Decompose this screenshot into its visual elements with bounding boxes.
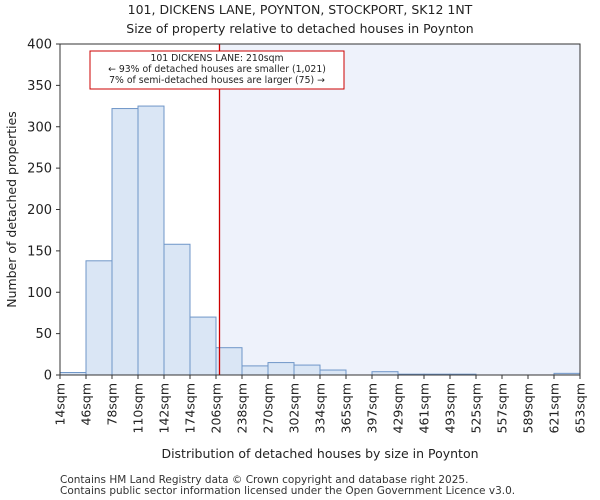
x-tick-label: 270sqm (261, 383, 276, 433)
y-tick-label: 150 (27, 244, 52, 259)
bar-174sqm (189, 316, 217, 376)
x-tick-label: 429sqm (391, 383, 406, 433)
plot-frame (59, 43, 581, 376)
x-tick-label: 525sqm (469, 383, 484, 433)
x-tick-label: 302sqm (287, 383, 302, 433)
annotation-line-3: 7% of semi-detached houses are larger (7… (109, 75, 325, 86)
bar-334sqm (319, 369, 347, 376)
x-tick-label: 206sqm (209, 383, 224, 433)
y-tick-label: 250 (27, 162, 52, 177)
bar-46sqm (85, 260, 113, 376)
chart-subtitle: Size of property relative to detached ho… (126, 21, 474, 36)
y-tick-label: 400 (27, 38, 52, 53)
x-tick-label: 334sqm (313, 383, 328, 433)
annotation-line-1: 101 DICKENS LANE: 210sqm (150, 53, 283, 64)
bar-206sqm (215, 347, 243, 376)
x-tick-label: 238sqm (235, 383, 250, 433)
x-tick-label: 365sqm (339, 383, 354, 433)
bar-142sqm (163, 243, 191, 376)
y-tick-label: 0 (44, 369, 52, 384)
x-axis-label: Distribution of detached houses by size … (161, 446, 478, 461)
x-tick-label: 557sqm (495, 383, 510, 433)
y-tick-label: 100 (27, 286, 52, 301)
chart-title: 101, DICKENS LANE, POYNTON, STOCKPORT, S… (127, 2, 473, 17)
x-tick-label: 621sqm (547, 383, 562, 433)
y-axis-label: Number of detached properties (4, 111, 19, 308)
x-tick-label: 397sqm (365, 383, 380, 433)
footer-line-1: Contains HM Land Registry data © Crown c… (60, 474, 469, 486)
x-tick-label: 110sqm (131, 383, 146, 433)
larger-properties-region (219, 44, 581, 375)
x-tick-label: 174sqm (183, 383, 198, 433)
bar-238sqm (241, 365, 269, 376)
x-tick-label: 78sqm (105, 383, 120, 426)
footer-line-2: Contains public sector information licen… (60, 485, 516, 497)
annotation-box: 101 DICKENS LANE: 210sqm ← 93% of detach… (89, 50, 345, 90)
bar-110sqm (137, 105, 165, 376)
x-tick-label: 653sqm (573, 383, 588, 433)
x-tick-label: 493sqm (443, 383, 458, 433)
annotation-line-2: ← 93% of detached houses are smaller (1,… (108, 64, 326, 75)
x-tick-label: 589sqm (521, 383, 536, 433)
y-tick-label: 200 (27, 203, 52, 218)
x-tick-label: 14sqm (53, 383, 68, 426)
x-tick-label: 46sqm (79, 383, 94, 426)
bar-270sqm (267, 362, 295, 376)
x-tick-label: 461sqm (417, 383, 432, 433)
bar-78sqm (111, 108, 139, 376)
x-tick-label: 142sqm (157, 383, 172, 433)
bar-302sqm (293, 364, 321, 376)
y-tick-label: 350 (27, 79, 52, 94)
y-tick-label: 300 (27, 120, 52, 135)
y-tick-label: 50 (35, 327, 52, 342)
